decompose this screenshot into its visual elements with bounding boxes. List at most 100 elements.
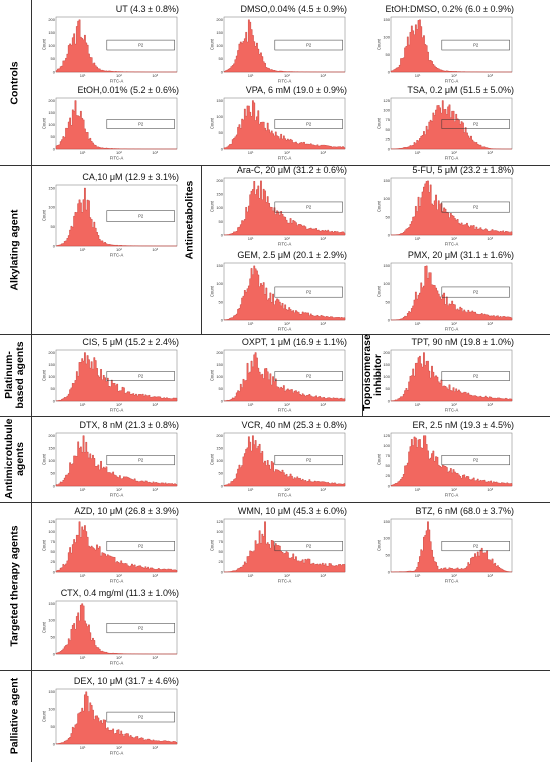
x-tick-label: 10¹ xyxy=(415,487,421,492)
x-axis-label: FITC-A xyxy=(278,156,292,161)
divider-antimetabolite-left xyxy=(201,165,202,334)
histogram-plot: P2 0 25 50 75 100 125 10¹ 10² 10³ FITC-A Count xyxy=(42,518,178,584)
y-axis-label: Count xyxy=(42,369,47,381)
y-tick-label: 150 xyxy=(48,446,55,451)
x-axis-label: FITC-A xyxy=(445,242,459,247)
x-axis-label: FITC-A xyxy=(110,579,124,584)
y-tick-label: 125 xyxy=(383,98,390,103)
y-tick-label: 0 xyxy=(388,232,391,237)
x-tick-label: 10¹ xyxy=(248,573,254,578)
y-tick-label: 0 xyxy=(388,398,391,403)
y-axis-label: Count xyxy=(210,369,215,381)
panel-title: OXPT, 1 μM (16.9 ± 1.1%) xyxy=(241,337,347,347)
gate-rectangle xyxy=(106,623,175,634)
x-tick-label: 10¹ xyxy=(415,150,421,155)
histogram-area xyxy=(390,180,513,236)
histogram-panel: BTZ, 6 nM (68.0 ± 3.7%) P2 0 50 100 150 10¹ 10²… xyxy=(377,506,515,584)
histogram-panel: VPA, 6 mM (19.0 ± 0.9%) P2 0 50 100 150 10¹ 10²… xyxy=(210,85,348,161)
y-axis-label: Count xyxy=(42,710,47,722)
y-tick-label: 25 xyxy=(386,137,391,142)
y-tick-label: 150 xyxy=(48,362,55,367)
x-tick-label: 10³ xyxy=(487,236,493,241)
y-tick-label: 100 xyxy=(48,529,55,534)
x-tick-label: 10³ xyxy=(320,73,326,78)
histogram-area xyxy=(55,435,178,487)
histogram-area xyxy=(55,187,178,247)
x-tick-label: 10³ xyxy=(152,655,158,660)
histogram-plot: P2 0 50 100 150 10¹ 10² 10³ FITC-A Count xyxy=(377,16,513,84)
histogram-panel: CA,10 μM (12.9 ± 3.1%) P2 0 50 100 150 10¹ 10² 1… xyxy=(42,172,180,258)
y-tick-label: 75 xyxy=(386,453,391,458)
y-tick-label: 50 xyxy=(219,386,224,391)
histogram-panel: PMX, 20 μM (31.1 ± 1.6%) P2 0 50 100 150 10¹ 10… xyxy=(377,250,515,332)
y-tick-label: 0 xyxy=(53,569,56,574)
y-tick-label: 75 xyxy=(219,539,224,544)
y-tick-label: 150 xyxy=(383,263,390,268)
x-axis-label: FITC-A xyxy=(110,661,124,666)
x-tick-label: 10² xyxy=(284,73,290,78)
x-tick-label: 10¹ xyxy=(248,150,254,155)
x-axis-label: FITC-A xyxy=(110,493,124,498)
x-axis-label: FITC-A xyxy=(445,79,459,84)
histogram-plot: P2 0 50 100 150 10¹ 10² 10³ FITC-A Count xyxy=(377,177,513,247)
x-tick-label: 10¹ xyxy=(80,573,86,578)
x-axis-label: FITC-A xyxy=(278,408,292,413)
gate-label: P2 xyxy=(138,626,144,631)
x-tick-label: 10¹ xyxy=(415,236,421,241)
x-tick-label: 10³ xyxy=(320,236,326,241)
x-tick-label: 10² xyxy=(451,573,457,578)
gate-label: P2 xyxy=(473,374,479,379)
x-tick-label: 10³ xyxy=(152,247,158,252)
gate-label: P2 xyxy=(138,715,144,720)
x-axis-label: FITC-A xyxy=(445,156,459,161)
divider-3 xyxy=(0,416,550,417)
y-tick-label: 100 xyxy=(216,281,223,286)
histogram-plot: P2 0 50 100 150 10¹ 10² 10³ FITC-A Count xyxy=(210,262,346,332)
x-tick-label: 10² xyxy=(116,150,122,155)
gate-rectangle xyxy=(441,371,510,381)
gate-rectangle xyxy=(106,541,175,552)
x-tick-label: 10² xyxy=(116,745,122,750)
x-axis-label: FITC-A xyxy=(110,253,124,258)
y-tick-label: 100 xyxy=(383,374,390,379)
histogram-area xyxy=(55,521,178,573)
x-tick-label: 10³ xyxy=(152,150,158,155)
gate-rectangle xyxy=(441,541,510,552)
panel-title: Ara-C, 20 μM (31.2 ± 0.6%) xyxy=(236,165,347,175)
x-tick-label: 10³ xyxy=(320,573,326,578)
histogram-area xyxy=(55,100,178,150)
histogram-panel: VCR, 40 nM (25.3 ± 0.8%) P2 0 50 100 150 200 10… xyxy=(210,420,348,498)
y-axis-label: Count xyxy=(377,369,382,381)
y-tick-label: 0 xyxy=(221,483,224,488)
x-tick-label: 10¹ xyxy=(248,236,254,241)
histogram-plot: P2 0 25 50 75 100 125 10¹ 10² 10³ FITC-A Count xyxy=(210,518,346,584)
x-tick-label: 10¹ xyxy=(415,73,421,78)
y-tick-label: 50 xyxy=(219,471,224,476)
x-axis-label: FITC-A xyxy=(445,493,459,498)
x-tick-label: 10¹ xyxy=(80,402,86,407)
y-axis-label: Count xyxy=(42,38,47,50)
x-axis-label: FITC-A xyxy=(110,751,124,756)
panel-title: ER, 2.5 nM (19.3 ± 4.5%) xyxy=(412,420,514,430)
histogram-area xyxy=(390,352,513,402)
histogram-plot: P2 0 50 100 150 200 10¹ 10² 10³ FITC-A Count xyxy=(210,16,346,84)
histogram-plot: P2 0 50 100 150 200 10¹ 10² 10³ FITC-A Count xyxy=(42,97,178,161)
y-tick-label: 200 xyxy=(216,178,223,183)
x-tick-label: 10² xyxy=(284,236,290,241)
histogram-panel: Ara-C, 20 μM (31.2 ± 0.6%) P2 0 50 100 150 200… xyxy=(210,165,348,247)
histogram-panel: 5-FU, 5 μM (23.2 ± 1.8%) P2 0 50 100 150 10¹ 10… xyxy=(377,165,515,247)
y-tick-label: 150 xyxy=(48,30,55,35)
histogram-area xyxy=(55,19,178,73)
gate-rectangle xyxy=(106,39,175,51)
panel-title: DTX, 8 nM (21.3 ± 0.8%) xyxy=(79,420,179,430)
y-tick-label: 0 xyxy=(221,146,224,151)
x-tick-label: 10² xyxy=(451,73,457,78)
x-tick-label: 10¹ xyxy=(415,402,421,407)
x-tick-label: 10³ xyxy=(152,73,158,78)
y-tick-label: 100 xyxy=(48,706,55,711)
y-tick-label: 150 xyxy=(48,185,55,190)
y-tick-label: 100 xyxy=(216,43,223,48)
y-axis-label: Count xyxy=(377,38,382,50)
x-tick-label: 10¹ xyxy=(80,655,86,660)
y-tick-label: 25 xyxy=(51,559,56,564)
